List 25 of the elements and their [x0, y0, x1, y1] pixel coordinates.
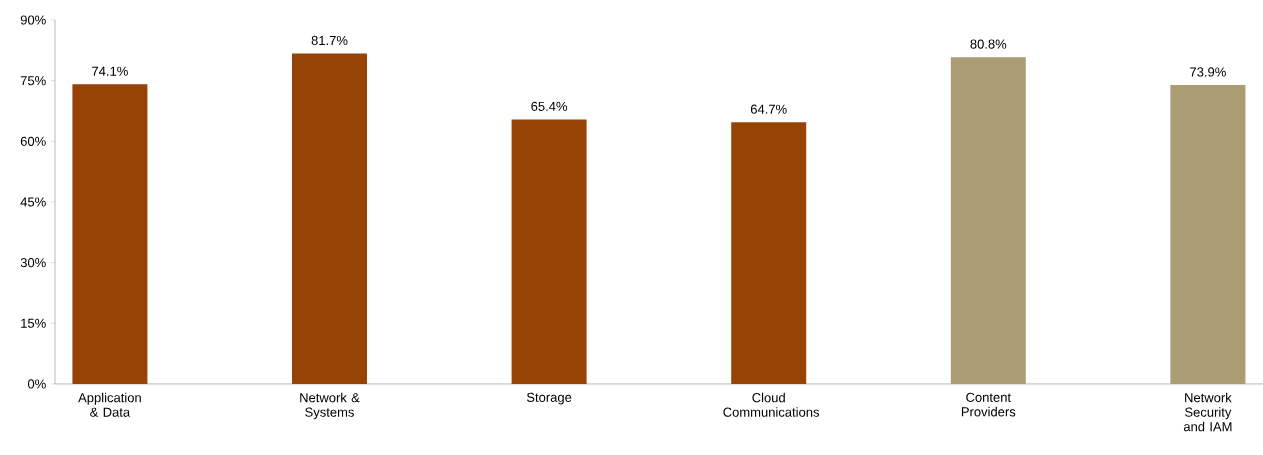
x-tick-label: Cloud Communications: [723, 392, 820, 417]
data-label: 64.7%: [750, 104, 787, 114]
y-tick-label: 30%: [20, 258, 46, 268]
y-tick-label: 75%: [20, 76, 46, 86]
y-tick-label: 90%: [20, 15, 46, 25]
bar: [72, 84, 148, 384]
y-tick-label: 15%: [21, 318, 46, 328]
data-label: 73.9%: [1190, 67, 1226, 77]
data-label: 80.8%: [970, 39, 1007, 49]
bar: [1170, 85, 1246, 384]
y-tick-label: 0%: [27, 379, 46, 389]
y-tick-label: 45%: [20, 197, 46, 207]
x-tick-label: Application & Data: [78, 392, 141, 417]
y-tick-label: 60%: [20, 136, 46, 146]
x-tick-label: Content Providers: [961, 392, 1016, 417]
bar: [292, 53, 367, 384]
data-label: 65.4%: [531, 101, 568, 111]
bar: [511, 119, 587, 384]
bar: [950, 57, 1026, 384]
data-label: 74.1%: [92, 66, 128, 76]
x-tick-label: Network Security and IAM: [1183, 392, 1232, 432]
bar: [731, 122, 807, 384]
data-label: 81.7%: [311, 35, 348, 46]
x-tick-label: Storage: [526, 392, 572, 405]
x-tick-label: Network & Systems: [300, 392, 360, 420]
